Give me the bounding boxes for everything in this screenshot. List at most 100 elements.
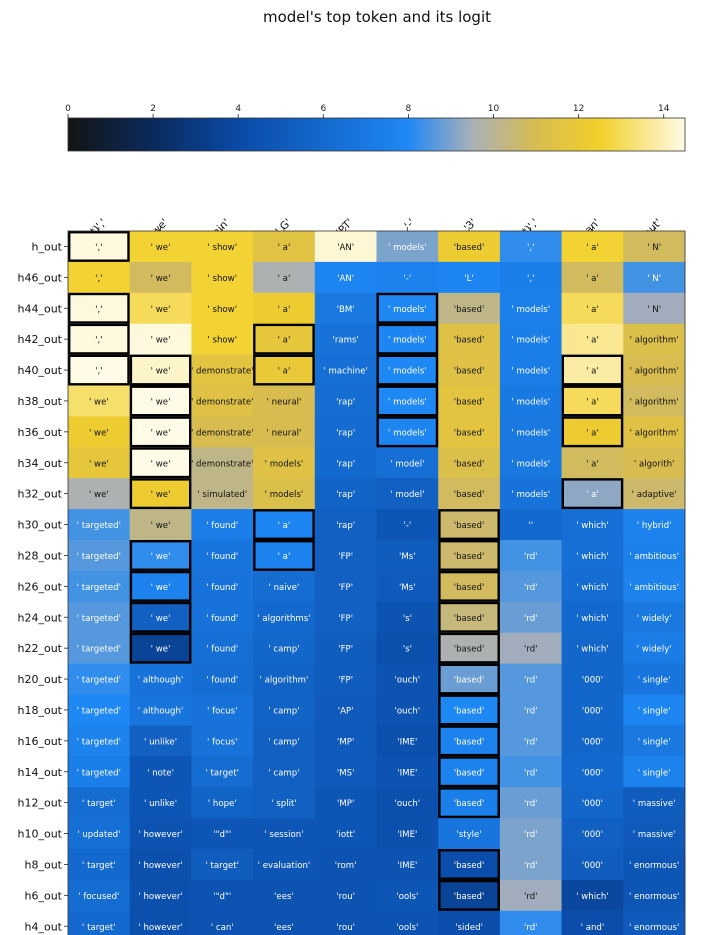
cell-token-label: 'based' bbox=[454, 243, 485, 253]
heatmap-cell bbox=[129, 725, 192, 757]
cell-token-label: ' found' bbox=[206, 583, 238, 593]
cell-token-label: 'ees' bbox=[274, 892, 294, 902]
cell-token-label: 's' bbox=[403, 614, 412, 624]
colorbar-tick-label: 10 bbox=[488, 104, 500, 114]
heatmap-cell bbox=[499, 849, 562, 881]
cell-token-label: ' camp' bbox=[268, 706, 299, 716]
cell-token-label: 'rom' bbox=[335, 861, 357, 871]
heatmap-cell bbox=[68, 292, 131, 325]
cell-outline bbox=[438, 663, 500, 695]
cell-outline bbox=[67, 230, 130, 262]
cell-token-label: ' we' bbox=[151, 459, 171, 469]
heatmap-cell bbox=[438, 478, 501, 510]
heatmap-cell bbox=[438, 818, 501, 850]
cell-token-label: ' we' bbox=[151, 490, 171, 500]
heatmap-cell bbox=[129, 663, 192, 695]
cell-token-label: ' we' bbox=[89, 397, 109, 407]
cell-token-label: 'based' bbox=[454, 861, 485, 871]
cell-token-label: 'IME' bbox=[397, 768, 417, 778]
heatmap-cell bbox=[253, 292, 316, 325]
highlight-outlines bbox=[67, 230, 686, 935]
heatmap-cell bbox=[499, 570, 562, 603]
heatmap-cell bbox=[129, 292, 192, 325]
heatmap-cell bbox=[314, 231, 377, 263]
cell-token-label: ' a' bbox=[586, 336, 599, 346]
heatmap-cell bbox=[623, 447, 686, 479]
heatmap-cell bbox=[438, 261, 501, 294]
cell-token-label: ' found' bbox=[206, 521, 238, 531]
cell-token-label: 'L' bbox=[464, 274, 474, 284]
cell-token-label: ' we' bbox=[151, 614, 171, 624]
heatmap-cell bbox=[376, 385, 439, 417]
cell-token-label: ' targeted' bbox=[77, 552, 121, 562]
colorbar-gradient bbox=[67, 117, 686, 152]
row-label: h4_out bbox=[25, 920, 63, 933]
heatmap-cell bbox=[253, 478, 316, 510]
heatmap-cell bbox=[314, 416, 377, 448]
heatmap-cell bbox=[438, 663, 501, 695]
cell-token-label: 'FP' bbox=[338, 676, 353, 686]
heatmap-cell bbox=[253, 849, 316, 881]
cell-token-label: ' neural' bbox=[267, 397, 302, 407]
row-label: h24_out bbox=[18, 611, 63, 624]
heatmap-cell bbox=[68, 601, 131, 634]
heatmap-cell bbox=[253, 540, 316, 572]
heatmap-cell bbox=[499, 663, 562, 695]
row-label: h36_out bbox=[18, 426, 63, 439]
cell-token-label: ' targeted' bbox=[77, 521, 121, 531]
cell-token-label: 'rd' bbox=[524, 830, 538, 840]
cell-outline bbox=[438, 509, 500, 540]
cell-token-label: '"d"' bbox=[213, 830, 231, 840]
heatmap-cell bbox=[68, 509, 131, 541]
cell-token-label: '"d"' bbox=[213, 892, 231, 902]
cell-token-label: ' which' bbox=[576, 645, 609, 655]
heatmap-cell bbox=[314, 478, 377, 510]
cell-token-label: ' however' bbox=[138, 861, 182, 871]
cell-token-label: 'rd' bbox=[524, 861, 538, 871]
cell-token-label: ' we' bbox=[151, 521, 171, 531]
cell-token-label: 'based' bbox=[454, 490, 485, 500]
cell-token-label: ' we' bbox=[151, 336, 171, 346]
cell-token-label: ' found' bbox=[206, 645, 238, 655]
heatmap-cell bbox=[561, 910, 624, 935]
cell-token-label: ' target' bbox=[205, 768, 239, 778]
cell-token-label: 'rd' bbox=[524, 737, 538, 747]
heatmap-cell bbox=[253, 787, 316, 819]
cell-token-label: 'FP' bbox=[338, 645, 353, 655]
cell-token-label: 's' bbox=[403, 645, 412, 655]
heatmap-cell bbox=[623, 849, 686, 881]
cell-token-label: 'based' bbox=[454, 583, 485, 593]
cell-token-label: 'rd' bbox=[524, 583, 538, 593]
heatmap-cell bbox=[623, 570, 686, 603]
cell-token-label: ' can' bbox=[211, 923, 234, 933]
cell-token-label: ' a' bbox=[278, 336, 291, 346]
heatmap-cell bbox=[623, 385, 686, 417]
heatmap-cell bbox=[561, 385, 624, 417]
cell-token-label: ' target' bbox=[82, 799, 116, 809]
heatmap-cell bbox=[314, 910, 377, 935]
cell-outline bbox=[129, 601, 192, 633]
cell-token-label: 'MS' bbox=[337, 768, 355, 778]
cell-outline bbox=[129, 385, 192, 417]
heatmap-cell bbox=[191, 787, 254, 819]
cell-token-label: ' adaptive' bbox=[632, 490, 677, 500]
cell-token-label: ' algorithm' bbox=[630, 367, 679, 377]
heatmap-cell bbox=[68, 354, 131, 386]
cell-token-label: ' a' bbox=[278, 305, 291, 315]
cell-token-label: ' however' bbox=[138, 830, 182, 840]
cell-token-label: '000' bbox=[582, 799, 603, 809]
cell-token-label: ' hybrid' bbox=[637, 521, 672, 531]
cell-token-label: ' simulated' bbox=[197, 490, 247, 500]
heatmap-cell bbox=[314, 292, 377, 325]
heatmap-cell bbox=[376, 323, 439, 355]
heatmap-cell bbox=[376, 787, 439, 819]
cell-token-label: ' targeted' bbox=[77, 706, 121, 716]
row-label: h18_out bbox=[18, 704, 63, 717]
cell-token-label: ' a' bbox=[586, 397, 599, 407]
cell-token-label: ' targeted' bbox=[77, 614, 121, 624]
cell-token-label: ' a' bbox=[278, 243, 291, 253]
heatmap-cell bbox=[438, 694, 501, 726]
cell-token-label: 'rd' bbox=[524, 799, 538, 809]
cell-token-label: ' we' bbox=[151, 428, 171, 438]
row-label: h32_out bbox=[18, 488, 63, 501]
